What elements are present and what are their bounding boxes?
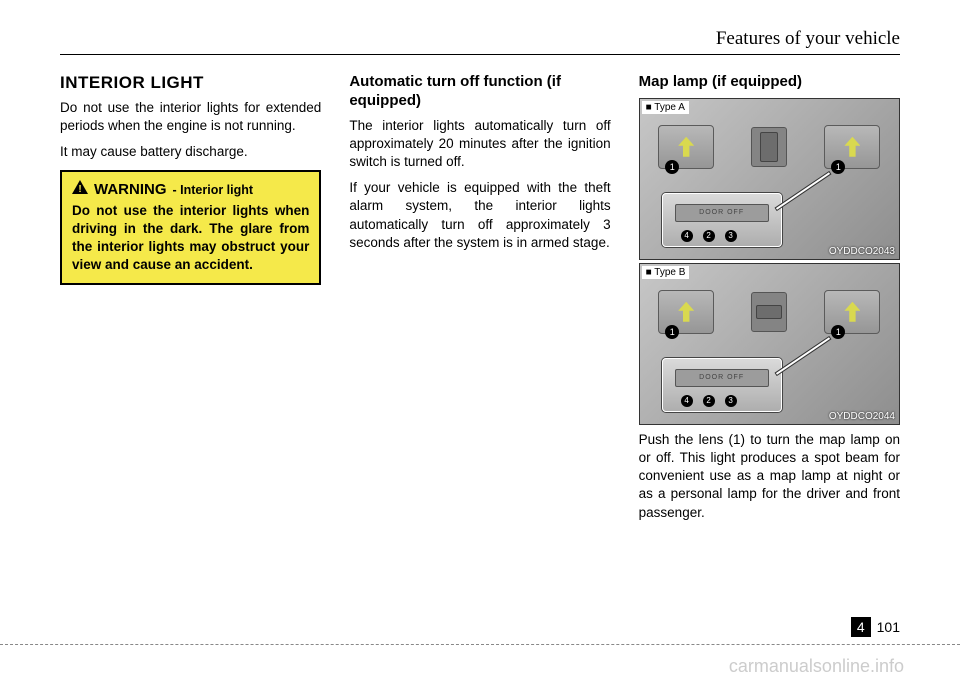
- subhead-map-lamp: Map lamp (if equipped): [639, 73, 900, 92]
- body-paragraph: If your vehicle is equipped with the the…: [349, 179, 610, 252]
- overhead-panel: 1 1: [640, 282, 899, 342]
- column-3: Map lamp (if equipped) ■ Type A 1 1 DOOR…: [639, 73, 900, 530]
- arrow-up-icon: [678, 302, 694, 322]
- callout-number: 1: [831, 160, 845, 174]
- warning-icon: !: [72, 180, 88, 194]
- page-header: Features of your vehicle: [60, 28, 900, 55]
- door-off-switch: DOOR OFF: [675, 204, 769, 222]
- page-number: 4 101: [851, 617, 900, 637]
- warning-box: ! WARNING - Interior light Do not use th…: [60, 170, 321, 285]
- figure-type-b: ■ Type B 1 1 DOOR OFF 423 OYDDCO2044: [639, 263, 900, 425]
- callout-number: 1: [665, 325, 679, 339]
- section-number: 4: [851, 617, 871, 637]
- warning-heading: ! WARNING - Interior light: [72, 180, 309, 198]
- map-lamp-left: 1: [658, 290, 714, 334]
- subhead-auto-off: Automatic turn off function (if equipped…: [349, 73, 610, 111]
- figure-code: OYDDCO2043: [829, 246, 895, 257]
- figure-type-a: ■ Type A 1 1 DOOR OFF 423 OYDDCO2043: [639, 98, 900, 260]
- map-lamp-right: 1: [824, 125, 880, 169]
- body-paragraph: Do not use the interior lights for exten…: [60, 99, 321, 135]
- callout-number: 1: [665, 160, 679, 174]
- body-paragraph: It may cause battery discharge.: [60, 143, 321, 161]
- warning-body: Do not use the interior lights when driv…: [72, 202, 309, 275]
- center-switch: [751, 292, 787, 332]
- section-title-interior-light: INTERIOR LIGHT: [60, 73, 321, 93]
- warning-word: WARNING: [94, 181, 167, 198]
- arrow-up-icon: [844, 137, 860, 157]
- warning-subtitle: - Interior light: [173, 183, 254, 197]
- overhead-panel: 1 1: [640, 117, 899, 177]
- svg-text:!: !: [78, 184, 81, 194]
- callout-number: 1: [831, 325, 845, 339]
- callout-numbers: 423: [681, 230, 737, 242]
- column-1: INTERIOR LIGHT Do not use the interior l…: [60, 73, 321, 530]
- arrow-up-icon: [678, 137, 694, 157]
- content-columns: INTERIOR LIGHT Do not use the interior l…: [60, 73, 900, 530]
- body-paragraph: The interior lights automatically turn o…: [349, 117, 610, 172]
- switch-callout: DOOR OFF 423: [662, 193, 782, 247]
- watermark: carmanualsonline.info: [729, 656, 904, 677]
- column-2: Automatic turn off function (if equipped…: [349, 73, 610, 530]
- switch-callout: DOOR OFF 423: [662, 358, 782, 412]
- arrow-up-icon: [844, 302, 860, 322]
- figure-caption: Push the lens (1) to turn the map lamp o…: [639, 431, 900, 522]
- map-lamp-right: 1: [824, 290, 880, 334]
- callout-numbers: 423: [681, 395, 737, 407]
- figure-label: ■ Type B: [642, 266, 690, 279]
- figure-code: OYDDCO2044: [829, 411, 895, 422]
- door-off-switch: DOOR OFF: [675, 369, 769, 387]
- sequence-number: 101: [877, 619, 900, 635]
- map-lamp-left: 1: [658, 125, 714, 169]
- page-crop-mark: [0, 644, 960, 645]
- figure-label: ■ Type A: [642, 101, 689, 114]
- sunroof-switch: [751, 127, 787, 167]
